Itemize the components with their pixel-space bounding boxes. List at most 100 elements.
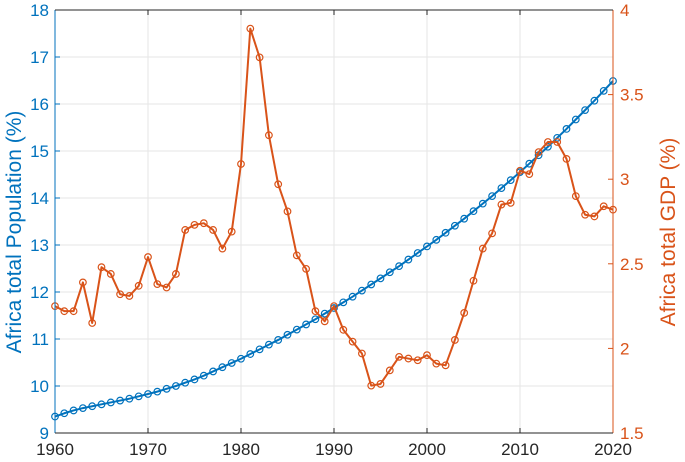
gdp-series (51, 24, 617, 390)
population-point (432, 235, 441, 244)
gdp-point (497, 200, 506, 209)
grid-lines (54, 9, 614, 434)
population-point (106, 398, 115, 407)
population-point (78, 404, 87, 412)
gdp-point (348, 337, 357, 346)
population-point (125, 394, 134, 403)
population-point (60, 409, 69, 418)
x-tick-label: 2010 (501, 440, 539, 459)
population-point (283, 330, 292, 339)
gdp-point (367, 381, 376, 390)
population-point (599, 86, 608, 95)
population-point (199, 371, 208, 380)
gdp-point (395, 352, 404, 361)
gdp-point (544, 138, 552, 146)
gdp-point (330, 302, 338, 311)
population-point (274, 336, 283, 344)
left-tick-label: 17 (30, 48, 49, 67)
gdp-point (255, 53, 264, 62)
population-point (134, 392, 143, 401)
population-point (292, 325, 301, 334)
tick-labels: 1960 1970 1980 1990 2000 2010 2020 9 10 11 12 13 14 1… (30, 1, 644, 459)
population-point (376, 274, 385, 283)
population-point (488, 192, 497, 201)
population-point (478, 199, 487, 208)
population-point (441, 228, 450, 237)
gdp-point (199, 219, 208, 228)
right-tick-label: 4 (620, 1, 629, 20)
population-point (581, 106, 589, 115)
gdp-point (237, 160, 245, 168)
x-tick-label: 1970 (129, 440, 167, 459)
population-point (404, 255, 413, 264)
population-point (265, 340, 273, 349)
population-point (181, 378, 190, 387)
x-tick-label: 1960 (36, 440, 74, 459)
population-point (562, 125, 571, 133)
population-point (171, 382, 180, 390)
gdp-point (320, 317, 329, 326)
population-point (153, 387, 162, 396)
gdp-point (478, 244, 487, 253)
x-tick-label: 2000 (408, 440, 446, 459)
gdp-point (274, 180, 283, 189)
gdp-point (423, 351, 431, 360)
population-point (255, 345, 264, 354)
left-tick-label: 11 (31, 330, 49, 349)
gdp-point (302, 264, 311, 273)
gdp-point (562, 154, 571, 163)
gdp-point (97, 263, 106, 272)
gdp-line (54, 27, 614, 387)
gdp-point (599, 202, 608, 211)
gdp-point (525, 170, 534, 179)
gdp-point (218, 244, 227, 253)
left-tick-label: 10 (30, 377, 49, 396)
population-point (395, 262, 404, 271)
gdp-point (460, 308, 469, 317)
gdp-point (209, 226, 218, 234)
left-tick-label: 18 (30, 1, 49, 20)
population-point (469, 207, 478, 216)
gdp-point (506, 198, 515, 207)
gdp-point (534, 148, 543, 157)
population-point (367, 280, 376, 289)
left-axis-title: Africa total Population (%) (3, 111, 26, 354)
gdp-point (413, 356, 422, 365)
gdp-point (181, 226, 190, 234)
population-point (413, 249, 422, 257)
gdp-point (590, 212, 599, 221)
x-tick-label: 1980 (222, 440, 260, 459)
gdp-point (78, 278, 87, 287)
gdp-point (488, 229, 497, 238)
gdp-point (469, 276, 478, 285)
population-point (451, 221, 459, 230)
population-point (190, 375, 199, 384)
gdp-point (311, 307, 320, 316)
right-tick-label: 1.5 (620, 424, 644, 443)
gdp-point (153, 280, 162, 289)
right-axis-title: Africa total GDP (%) (657, 138, 680, 327)
population-point (144, 390, 152, 398)
gdp-point (376, 380, 385, 388)
gdp-point (190, 220, 199, 229)
population-point (571, 115, 580, 124)
population-point (162, 384, 171, 393)
gdp-point (265, 131, 273, 140)
population-point (525, 159, 534, 168)
gdp-point (106, 270, 115, 278)
gdp-point (292, 251, 301, 260)
gdp-point (404, 354, 413, 363)
gdp-point (432, 359, 441, 368)
left-tick-label: 12 (30, 283, 49, 302)
gdp-point (283, 207, 292, 216)
population-point (385, 268, 394, 277)
left-tick-label: 9 (40, 424, 49, 443)
right-tick-label: 3 (620, 170, 629, 189)
gdp-point (125, 292, 134, 300)
x-tick-label: 1990 (315, 440, 353, 459)
gdp-point (246, 24, 255, 33)
gdp-point (144, 253, 152, 261)
gdp-point (171, 270, 180, 278)
gdp-point (134, 281, 143, 290)
left-tick-label: 13 (30, 236, 49, 255)
